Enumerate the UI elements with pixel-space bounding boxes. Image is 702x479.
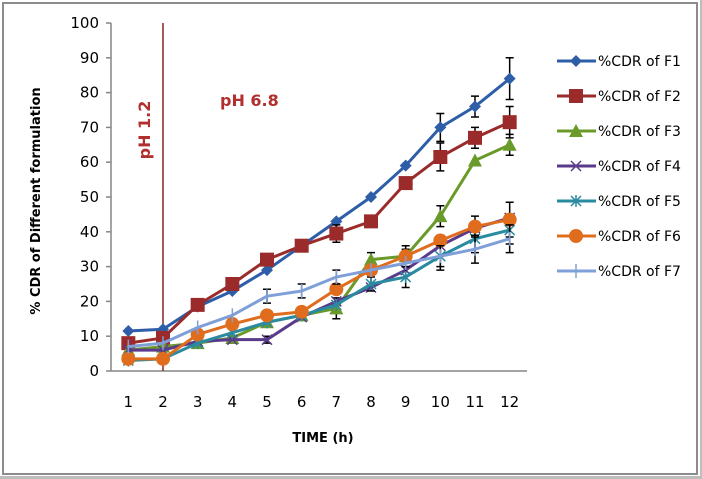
data-point bbox=[503, 72, 516, 85]
legend-marker bbox=[570, 195, 582, 207]
legend-marker bbox=[569, 89, 583, 103]
legend-label: %CDR of F2 bbox=[598, 89, 681, 105]
data-point bbox=[122, 324, 135, 337]
x-tick-label: 2 bbox=[158, 393, 168, 411]
data-point bbox=[469, 100, 481, 113]
x-tick-label: 9 bbox=[401, 393, 411, 411]
y-tick-label: 10 bbox=[80, 327, 99, 345]
data-point bbox=[261, 264, 273, 277]
y-tick-label: 0 bbox=[89, 362, 99, 380]
legend-item-f2: %CDR of F2 bbox=[557, 89, 681, 105]
series-line bbox=[128, 77, 511, 333]
data-point bbox=[121, 351, 136, 366]
data-point bbox=[468, 153, 482, 167]
legend-item-f7: %CDR of F7 bbox=[557, 264, 681, 280]
data-point bbox=[433, 149, 448, 164]
data-point bbox=[294, 238, 309, 253]
legend-item-f6: %CDR of F6 bbox=[557, 229, 681, 245]
legend-label: %CDR of F3 bbox=[598, 124, 681, 140]
data-point bbox=[156, 351, 170, 366]
x-tick-label: 11 bbox=[465, 393, 484, 411]
data-point bbox=[329, 226, 344, 241]
legend-marker bbox=[570, 160, 582, 172]
legend-label: %CDR of F7 bbox=[598, 264, 681, 280]
y-tick-label: 60 bbox=[80, 153, 99, 171]
data-point bbox=[400, 271, 412, 284]
legend-item-f3: %CDR of F3 bbox=[557, 124, 681, 140]
data-point bbox=[502, 115, 517, 130]
x-tick-label: 7 bbox=[332, 393, 342, 411]
x-tick-label: 1 bbox=[124, 393, 134, 411]
x-axis-title: TIME (h) bbox=[292, 431, 353, 446]
data-point bbox=[364, 252, 378, 266]
y-tick-label: 90 bbox=[80, 49, 99, 67]
x-tick-label: 3 bbox=[193, 393, 203, 411]
legend-item-f1: %CDR of F1 bbox=[557, 54, 681, 70]
data-point bbox=[225, 317, 240, 332]
data-point bbox=[468, 219, 482, 234]
series-f2 bbox=[121, 105, 517, 351]
plot-area bbox=[121, 57, 517, 367]
x-tick-label: 8 bbox=[366, 393, 376, 411]
legend-label: %CDR of F1 bbox=[598, 54, 681, 70]
series-f7 bbox=[127, 224, 514, 354]
annotation-ph-1-2: pH 1.2 bbox=[135, 101, 154, 160]
data-point bbox=[225, 277, 240, 291]
legend-marker bbox=[569, 229, 583, 243]
x-tick-label: 5 bbox=[262, 393, 272, 411]
data-point bbox=[261, 334, 273, 346]
x-tick-label: 10 bbox=[431, 393, 450, 411]
data-point bbox=[433, 209, 448, 223]
x-tick-label: 4 bbox=[228, 393, 238, 411]
data-point bbox=[502, 137, 517, 151]
x-tick-label: 6 bbox=[297, 393, 307, 411]
y-tick-label: 70 bbox=[80, 118, 99, 136]
data-point bbox=[329, 282, 344, 297]
data-point bbox=[398, 176, 413, 191]
data-point bbox=[260, 252, 274, 267]
data-point bbox=[399, 159, 412, 172]
x-tick-label: 12 bbox=[500, 393, 519, 411]
y-tick-label: 80 bbox=[80, 84, 99, 102]
data-point bbox=[190, 297, 205, 312]
y-tick-label: 50 bbox=[80, 188, 99, 206]
data-point bbox=[294, 304, 309, 319]
legend-label: %CDR of F4 bbox=[598, 159, 681, 175]
y-axis-title: % CDR of Different formulation bbox=[29, 87, 44, 314]
data-point bbox=[365, 191, 377, 203]
legend-label: %CDR of F5 bbox=[598, 194, 681, 210]
series-f1 bbox=[122, 57, 516, 337]
legend-label: %CDR of F6 bbox=[598, 229, 681, 245]
legend-marker bbox=[569, 124, 583, 137]
data-point bbox=[434, 121, 447, 134]
annotation-ph-6-8: pH 6.8 bbox=[220, 91, 279, 110]
series-line bbox=[128, 228, 511, 363]
data-point bbox=[364, 214, 378, 229]
y-tick-label: 40 bbox=[80, 223, 99, 241]
series-line bbox=[128, 237, 511, 349]
data-point bbox=[433, 233, 448, 248]
legend-item-f5: %CDR of F5 bbox=[557, 194, 681, 210]
y-tick-label: 20 bbox=[80, 292, 99, 310]
data-point bbox=[330, 298, 342, 311]
legend-marker bbox=[570, 55, 582, 67]
data-point bbox=[260, 308, 274, 323]
data-point bbox=[502, 212, 517, 227]
data-point bbox=[365, 278, 377, 290]
legend: %CDR of F1 %CDR of F2 %CDR of F3 %CDR of F4… bbox=[557, 54, 681, 280]
legend-item-f4: %CDR of F4 bbox=[557, 159, 681, 175]
y-tick-label: 100 bbox=[70, 14, 99, 32]
y-tick-label: 30 bbox=[80, 258, 99, 276]
data-point bbox=[468, 130, 482, 145]
series-line bbox=[128, 143, 511, 352]
